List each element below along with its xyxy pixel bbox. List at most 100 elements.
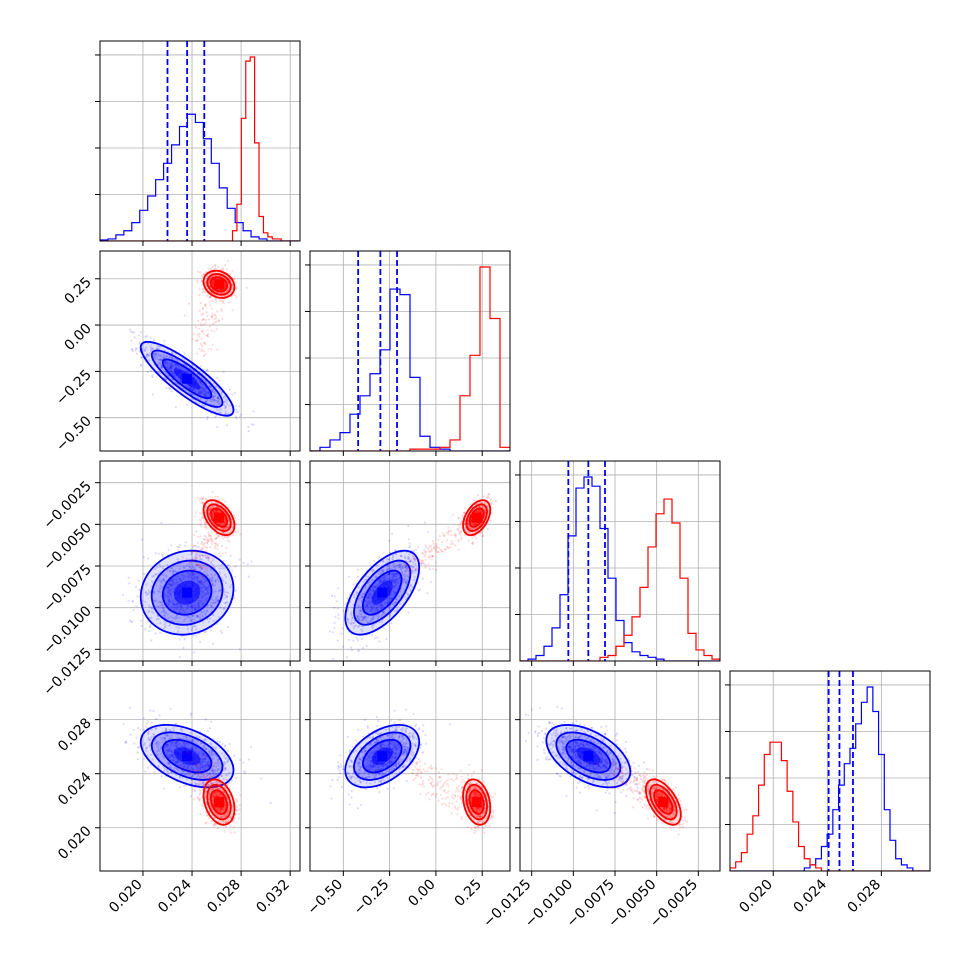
sample-point (199, 613, 202, 616)
sample-point (400, 563, 403, 566)
sample-point (406, 593, 409, 596)
sample-point (379, 580, 382, 583)
sample-point (337, 613, 340, 616)
sample-point (205, 556, 208, 559)
sample-point (197, 602, 200, 605)
sample-point (371, 587, 374, 590)
sample-point (211, 389, 214, 392)
sample-point (205, 368, 208, 371)
sample-point (226, 601, 229, 604)
sample-point (164, 574, 167, 577)
sample-point (228, 301, 231, 304)
sample-point (224, 581, 227, 585)
sample-point (173, 603, 176, 606)
sample-point (390, 573, 394, 576)
sample-point (208, 512, 211, 515)
sample-point (171, 361, 174, 364)
sample-point (175, 606, 179, 609)
sample-point (473, 522, 476, 525)
sample-point (130, 348, 133, 351)
sample-point (189, 619, 192, 623)
sample-point (194, 604, 197, 607)
sample-point (151, 580, 154, 583)
sample-point (206, 415, 209, 418)
sample-point (225, 526, 228, 529)
sample-point (170, 367, 173, 370)
sample-point (234, 516, 237, 520)
sample-point (200, 541, 203, 544)
sample-point (164, 361, 167, 364)
sample-point (191, 606, 194, 609)
sample-point (186, 627, 189, 630)
sample-point (472, 498, 475, 502)
sample-point (205, 587, 208, 590)
sample-point (376, 617, 380, 620)
sample-point (391, 571, 394, 574)
sample-point (466, 523, 469, 526)
sample-point (405, 566, 408, 569)
sample-point (375, 606, 378, 609)
sample-point (182, 577, 185, 580)
sample-point (421, 551, 424, 555)
sample-point (162, 609, 165, 613)
sample-point (211, 396, 214, 399)
sample-point (193, 618, 196, 621)
sample-point (365, 578, 368, 581)
sample-point (194, 390, 197, 393)
sample-point (409, 583, 412, 587)
sample-point (333, 606, 336, 609)
sample-point (487, 493, 490, 496)
sample-point (147, 589, 150, 592)
sample-point (148, 604, 151, 607)
sample-point (225, 289, 228, 292)
sample-point (397, 563, 400, 566)
sample-point (414, 567, 417, 570)
sample-point (207, 531, 210, 534)
sample-point (159, 363, 163, 366)
sample-point (367, 593, 370, 596)
sample-point (200, 588, 203, 591)
sample-point (216, 547, 219, 551)
sample-point (213, 601, 216, 605)
sample-point (368, 592, 371, 595)
sample-point (405, 580, 408, 584)
sample-point (223, 607, 226, 610)
sample-point (191, 566, 195, 569)
sample-point (378, 578, 381, 582)
sample-point (451, 542, 454, 545)
sample-point (153, 352, 156, 355)
sample-point (403, 578, 406, 581)
sample-point (199, 558, 202, 561)
sample-point (362, 617, 365, 620)
sample-point (213, 573, 216, 577)
sample-point (226, 259, 229, 263)
sample-point (207, 555, 210, 559)
sample-point (378, 614, 381, 618)
sample-point (167, 591, 170, 595)
sample-point (176, 545, 179, 548)
sample-point (218, 498, 221, 501)
sample-point (219, 522, 222, 525)
sample-point (161, 555, 164, 558)
sample-point (225, 526, 228, 529)
sample-point (200, 324, 203, 327)
sample-point (231, 285, 234, 288)
sample-point (129, 330, 132, 333)
sample-point (362, 617, 365, 620)
sample-point (412, 555, 415, 558)
sample-point (194, 339, 197, 342)
sample-point (192, 388, 195, 391)
sample-point (179, 578, 182, 581)
sample-point (204, 505, 208, 508)
sample-point (206, 295, 209, 298)
sample-point (388, 572, 392, 575)
sample-point (197, 576, 200, 579)
sample-point (196, 377, 199, 380)
sample-point (221, 524, 224, 527)
sample-point (206, 554, 209, 557)
sample-point (194, 609, 197, 612)
sample-point (216, 505, 219, 509)
sample-point (218, 522, 221, 526)
hist-panel-p2 (310, 251, 510, 451)
sample-point (168, 601, 171, 604)
